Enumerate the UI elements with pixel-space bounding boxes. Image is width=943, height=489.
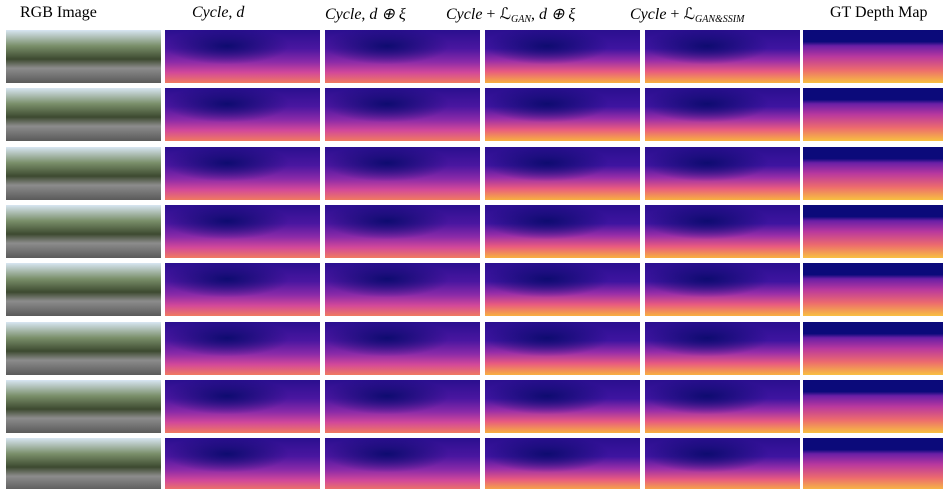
depth-prediction — [485, 88, 640, 141]
gt-depth-map — [803, 147, 943, 200]
depth-prediction — [645, 30, 800, 83]
figure: RGB Image Cycle, d Cycle, d ⊕ ξ Cycle + … — [0, 0, 943, 489]
depth-prediction — [165, 147, 320, 200]
column-header: Cycle, d ⊕ ξ — [325, 4, 406, 24]
depth-prediction — [485, 438, 640, 489]
rgb-image — [6, 438, 161, 489]
column-header: Cycle + ℒGAN&SSIM — [630, 4, 744, 25]
header-text: Cycle — [192, 4, 228, 21]
depth-prediction — [165, 438, 320, 489]
depth-prediction — [325, 205, 480, 258]
depth-prediction — [325, 147, 480, 200]
depth-prediction — [485, 205, 640, 258]
header-text: Cycle — [325, 6, 361, 23]
rgb-image — [6, 205, 161, 258]
gt-depth-map — [803, 205, 943, 258]
depth-prediction — [485, 322, 640, 375]
gt-depth-map — [803, 30, 943, 83]
header-text: GT Depth Map — [830, 4, 927, 21]
depth-prediction — [165, 263, 320, 316]
header-text: + — [666, 6, 683, 23]
depth-prediction — [165, 88, 320, 141]
header-text: ℒ — [499, 6, 511, 23]
depth-prediction — [485, 263, 640, 316]
depth-prediction — [485, 147, 640, 200]
depth-prediction — [645, 380, 800, 433]
depth-prediction — [325, 88, 480, 141]
column-header: RGB Image — [20, 4, 97, 22]
depth-prediction — [325, 380, 480, 433]
gt-depth-map — [803, 380, 943, 433]
depth-prediction — [325, 30, 480, 83]
depth-prediction — [165, 380, 320, 433]
rgb-image — [6, 147, 161, 200]
gt-depth-map — [803, 88, 943, 141]
header-text: , — [531, 6, 539, 23]
column-header: GT Depth Map — [830, 4, 927, 22]
header-text: + — [482, 6, 499, 23]
gt-depth-map — [803, 322, 943, 375]
depth-prediction — [325, 263, 480, 316]
depth-prediction — [645, 438, 800, 489]
header-text: GAN — [511, 14, 531, 25]
header-text: d ⊕ ξ — [539, 6, 575, 23]
depth-prediction — [645, 147, 800, 200]
header-text: RGB Image — [20, 4, 97, 21]
depth-prediction — [485, 30, 640, 83]
rgb-image — [6, 30, 161, 83]
depth-prediction — [165, 30, 320, 83]
depth-prediction — [645, 263, 800, 316]
rgb-image — [6, 263, 161, 316]
gt-depth-map — [803, 438, 943, 489]
depth-prediction — [165, 205, 320, 258]
rgb-image — [6, 380, 161, 433]
depth-prediction — [645, 88, 800, 141]
depth-prediction — [165, 322, 320, 375]
depth-prediction — [645, 205, 800, 258]
header-text: GAN&SSIM — [695, 14, 744, 25]
header-text: ℒ — [683, 6, 695, 23]
column-header: Cycle + ℒGAN, d ⊕ ξ — [446, 4, 575, 25]
depth-prediction — [485, 380, 640, 433]
rgb-image — [6, 88, 161, 141]
depth-prediction — [645, 322, 800, 375]
gt-depth-map — [803, 263, 943, 316]
depth-prediction — [325, 322, 480, 375]
header-text: d ⊕ ξ — [369, 6, 405, 23]
column-header: Cycle, d — [192, 4, 244, 22]
header-text: d — [236, 4, 244, 21]
header-text: Cycle — [630, 6, 666, 23]
rgb-image — [6, 322, 161, 375]
depth-prediction — [325, 438, 480, 489]
header-text: Cycle — [446, 6, 482, 23]
